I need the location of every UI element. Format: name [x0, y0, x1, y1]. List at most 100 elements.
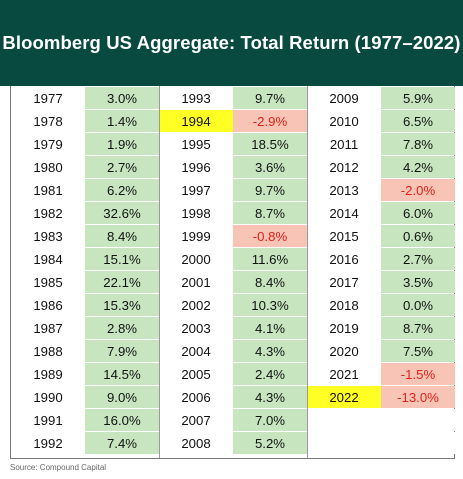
return-cell: -2.0%	[381, 179, 455, 201]
return-cell: 3.0%	[85, 87, 159, 109]
year-cell: 1986	[33, 297, 63, 313]
year-cell: 1978	[33, 113, 63, 129]
year-cell: 2022	[307, 386, 381, 408]
returns-table: 1977 3.0% 1978 1.4% 1979 1.9% 1980 2.7% 1981 6.2%…	[10, 86, 455, 459]
return-cell: -0.8%	[233, 225, 307, 247]
return-cell: 6.5%	[381, 110, 455, 132]
year-cell: 1980	[33, 159, 63, 175]
return-cell: -2.9%	[233, 110, 307, 132]
year-cell: 1992	[33, 435, 63, 451]
return-cell: 1.4%	[85, 110, 159, 132]
return-cell: 7.5%	[381, 340, 455, 362]
return-cell: 0.0%	[381, 294, 455, 316]
return-cell: 2.7%	[85, 156, 159, 178]
year-cell: 1988	[33, 343, 63, 359]
year-cell: 1996	[181, 159, 211, 175]
year-cell: 2011	[329, 136, 359, 152]
year-cell: 1979	[33, 136, 63, 152]
return-cell: 15.1%	[85, 248, 159, 270]
year-cell: 1995	[181, 136, 211, 152]
year-cell: 2000	[181, 251, 211, 267]
year-cell: 1987	[33, 320, 63, 336]
return-cell: 2.4%	[233, 363, 307, 385]
return-cell: 4.1%	[233, 317, 307, 339]
return-cell: 7.0%	[233, 409, 307, 431]
year-cell: 2004	[181, 343, 211, 359]
year-cell: 1983	[33, 228, 63, 244]
empty-cell	[381, 409, 455, 431]
return-cell: 8.4%	[233, 271, 307, 293]
return-cell: 14.5%	[85, 363, 159, 385]
return-cell: 2.7%	[381, 248, 455, 270]
empty-cell	[307, 432, 381, 454]
year-cell: 2012	[329, 159, 359, 175]
return-cell: 4.2%	[381, 156, 455, 178]
return-cell: -13.0%	[381, 386, 455, 408]
year-cell: 2019	[329, 320, 359, 336]
return-cell: 1.9%	[85, 133, 159, 155]
year-cell: 1991	[33, 412, 63, 428]
return-cell: 2.8%	[85, 317, 159, 339]
year-cell: 2015	[329, 228, 359, 244]
year-cell: 2013	[329, 182, 359, 198]
empty-cell	[381, 432, 455, 454]
year-cell: 1981	[33, 182, 63, 198]
year-cell: 2008	[181, 435, 211, 451]
return-cell: 9.7%	[233, 179, 307, 201]
return-cell: 6.2%	[85, 179, 159, 201]
return-cell: 15.3%	[85, 294, 159, 316]
return-cell: 9.0%	[85, 386, 159, 408]
return-cell: -1.5%	[381, 363, 455, 385]
return-cell: 7.9%	[85, 340, 159, 362]
year-cell: 2003	[181, 320, 211, 336]
year-cell: 1977	[33, 90, 63, 106]
return-cell: 8.7%	[381, 317, 455, 339]
table-title: Bloomberg US Aggregate: Total Return (19…	[0, 0, 463, 86]
return-cell: 8.4%	[85, 225, 159, 247]
year-cell: 1994	[159, 110, 233, 132]
year-cell: 2005	[181, 366, 211, 382]
year-cell: 2020	[329, 343, 359, 359]
return-cell: 5.2%	[233, 432, 307, 454]
year-cell: 1997	[181, 182, 211, 198]
return-cell: 4.3%	[233, 386, 307, 408]
return-cell: 32.6%	[85, 202, 159, 224]
return-cell: 7.4%	[85, 432, 159, 454]
year-cell: 1985	[33, 274, 63, 290]
year-cell: 1989	[33, 366, 63, 382]
return-cell: 9.7%	[233, 87, 307, 109]
year-cell: 2006	[181, 389, 211, 405]
year-cell: 2010	[329, 113, 359, 129]
year-cell: 2016	[329, 251, 359, 267]
return-cell: 10.3%	[233, 294, 307, 316]
return-cell: 4.3%	[233, 340, 307, 362]
year-cell: 2017	[329, 274, 359, 290]
year-cell: 2009	[329, 90, 359, 106]
return-cell: 7.8%	[381, 133, 455, 155]
year-cell: 1999	[181, 228, 211, 244]
year-cell: 1982	[33, 205, 63, 221]
year-cell: 1998	[181, 205, 211, 221]
return-cell: 6.0%	[381, 202, 455, 224]
year-cell: 2021	[329, 366, 359, 382]
return-cell: 3.5%	[381, 271, 455, 293]
year-cell: 1993	[181, 90, 211, 106]
year-cell: 2002	[181, 297, 211, 313]
year-cell: 2001	[181, 274, 211, 290]
year-cell: 2007	[181, 412, 211, 428]
empty-cell	[307, 409, 381, 431]
return-cell: 16.0%	[85, 409, 159, 431]
return-cell: 8.7%	[233, 202, 307, 224]
year-cell: 1984	[33, 251, 63, 267]
year-cell: 2018	[329, 297, 359, 313]
year-cell: 1990	[33, 389, 63, 405]
year-cell: 2014	[329, 205, 359, 221]
return-cell: 18.5%	[233, 133, 307, 155]
column-divider	[306, 86, 308, 458]
return-cell: 22.1%	[85, 271, 159, 293]
return-cell: 5.9%	[381, 87, 455, 109]
source-note: Source: Compound Capital	[10, 463, 107, 472]
return-cell: 0.6%	[381, 225, 455, 247]
return-cell: 3.6%	[233, 156, 307, 178]
column-divider	[158, 86, 160, 458]
